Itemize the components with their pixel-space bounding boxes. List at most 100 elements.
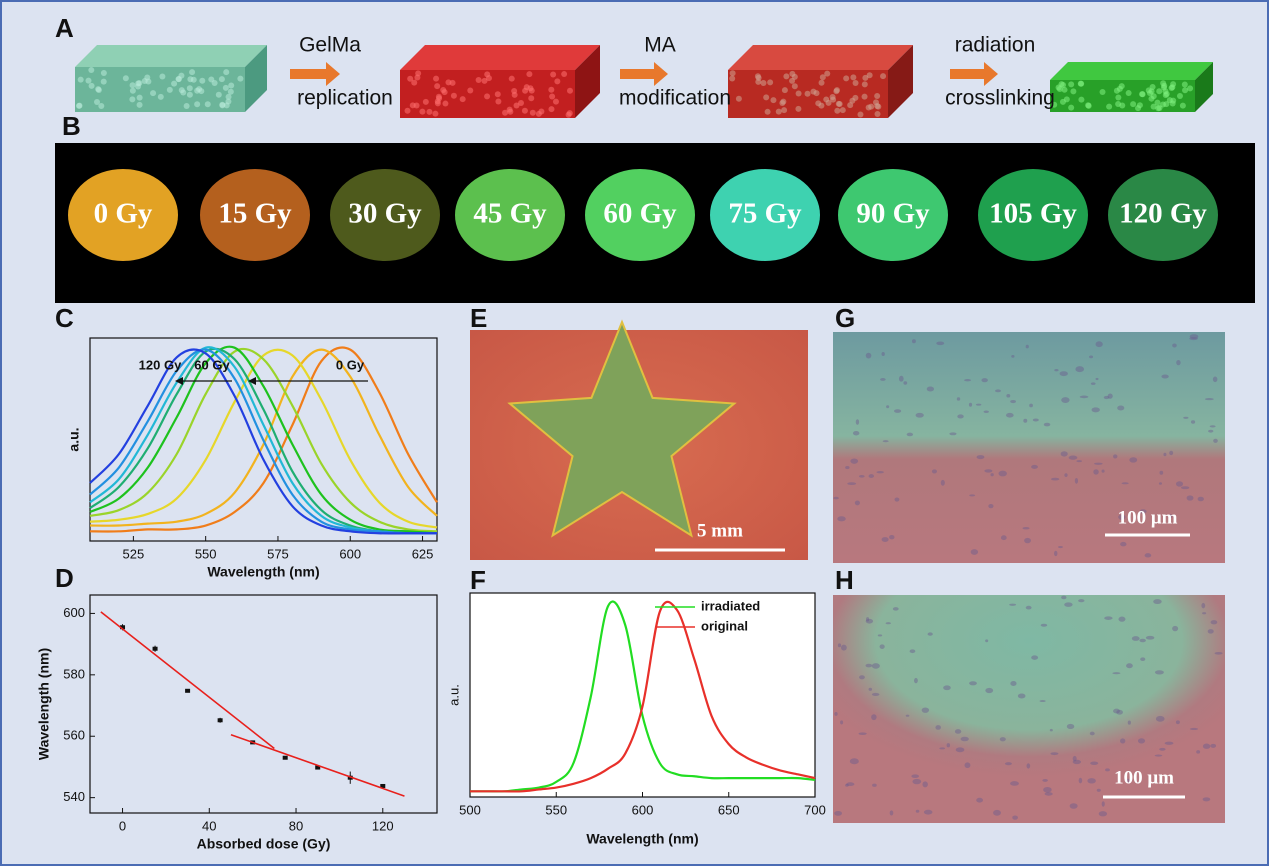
speck <box>969 681 977 686</box>
fit-line <box>230 733 405 797</box>
speck <box>881 537 889 542</box>
speck <box>877 634 883 637</box>
speck <box>984 469 993 473</box>
step-label: replication <box>297 87 393 110</box>
sphere <box>196 86 203 93</box>
speck <box>1091 407 1100 413</box>
speck <box>985 639 989 643</box>
speck <box>1068 455 1078 460</box>
panel-label: D <box>55 563 74 593</box>
speck <box>1000 535 1007 541</box>
x-tick-label: 575 <box>267 546 289 561</box>
speck <box>1010 680 1017 686</box>
sphere <box>548 86 555 93</box>
sphere <box>436 95 443 102</box>
sphere <box>150 90 157 97</box>
speck <box>1189 727 1199 731</box>
dose-label: 105 Gy <box>989 198 1077 230</box>
speck <box>1093 469 1099 475</box>
speck <box>1064 473 1068 477</box>
speck <box>939 747 946 750</box>
sphere <box>95 86 102 93</box>
speck <box>935 725 941 730</box>
block-top <box>1050 62 1213 80</box>
data-point <box>315 765 321 770</box>
speck <box>865 352 872 359</box>
sphere <box>1148 95 1155 102</box>
speck <box>889 535 895 540</box>
sphere <box>157 93 164 100</box>
sphere <box>861 81 868 88</box>
dose-label: 75 Gy <box>728 198 802 230</box>
speck <box>1089 355 1094 359</box>
sphere <box>789 70 796 77</box>
speck <box>854 500 860 506</box>
sphere <box>764 108 771 115</box>
sphere <box>415 70 422 77</box>
sphere <box>1061 86 1068 93</box>
speck <box>931 469 937 474</box>
block-top <box>400 45 600 70</box>
sphere <box>508 75 515 82</box>
sphere <box>100 70 107 77</box>
panel-label: E <box>470 303 487 333</box>
sphere <box>861 93 868 100</box>
dose-label: 30 Gy <box>348 198 422 230</box>
sphere <box>98 102 105 109</box>
sphere <box>1160 101 1167 108</box>
speck <box>1197 496 1204 502</box>
photo-g <box>833 332 1225 563</box>
speck <box>960 736 969 742</box>
spectrum-line <box>469 600 816 793</box>
speck <box>1079 395 1089 399</box>
sphere <box>781 87 788 94</box>
speck <box>833 496 839 500</box>
speck <box>1066 723 1075 730</box>
sphere <box>422 98 429 105</box>
speck <box>983 410 989 414</box>
speck <box>1153 599 1162 605</box>
sphere <box>159 73 166 80</box>
speck <box>1154 754 1163 757</box>
sample-disk <box>200 169 310 261</box>
plot-frame <box>469 592 816 798</box>
speck <box>866 617 870 622</box>
speck <box>1058 545 1063 549</box>
speck <box>999 737 1006 742</box>
sphere <box>872 99 879 106</box>
x-tick-label: 80 <box>289 818 303 833</box>
y-tick-label: 600 <box>63 605 85 620</box>
speck <box>1112 672 1121 675</box>
sphere <box>211 79 218 86</box>
speck <box>993 809 1001 816</box>
speck <box>1024 537 1031 544</box>
speck <box>894 497 900 502</box>
sphere <box>484 93 491 100</box>
y-axis-title: a.u. <box>66 427 82 451</box>
step-label: GelMa <box>299 34 361 57</box>
speck <box>1116 709 1123 715</box>
sphere <box>88 67 95 74</box>
speck <box>1180 486 1190 490</box>
block-top <box>75 45 267 67</box>
speck <box>1023 418 1028 423</box>
speck <box>1155 715 1165 722</box>
speck <box>858 475 865 478</box>
spectrum-line <box>89 347 438 533</box>
sphere <box>122 75 129 82</box>
sphere <box>1051 101 1058 108</box>
speck <box>886 405 890 409</box>
sample-disk <box>1108 169 1218 261</box>
spectrum-line <box>89 348 438 535</box>
speck <box>1089 731 1095 736</box>
speck <box>995 389 1002 393</box>
speck <box>1186 495 1194 501</box>
speck <box>1126 778 1130 784</box>
sphere <box>85 77 92 84</box>
sample-disk <box>710 169 820 261</box>
speck <box>1213 438 1218 443</box>
speck <box>922 781 928 788</box>
speck <box>1098 811 1108 817</box>
speck <box>1212 376 1218 383</box>
sphere <box>88 82 95 89</box>
